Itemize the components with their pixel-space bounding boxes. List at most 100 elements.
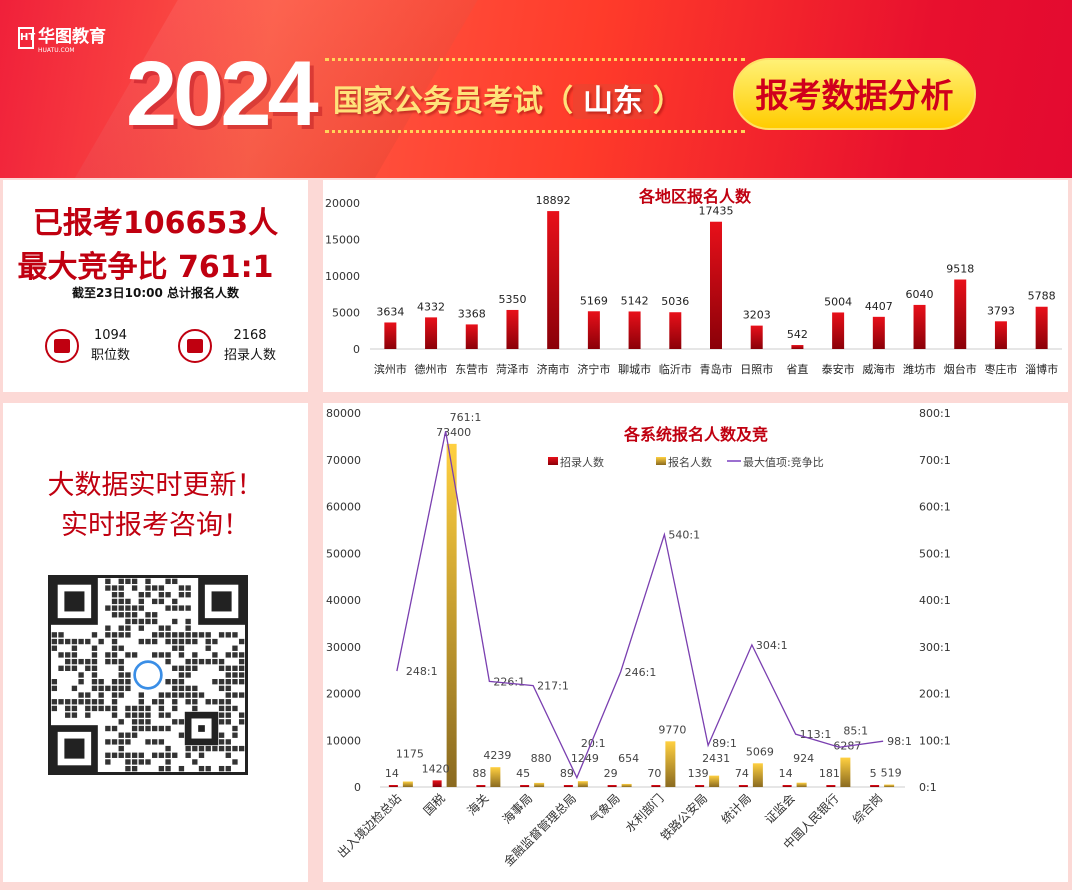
qr-module xyxy=(138,638,144,645)
qr-module xyxy=(65,712,71,718)
x-tick-label: 淄博市 xyxy=(1025,362,1058,376)
data-label-recruit: 14 xyxy=(385,767,399,780)
y-tick-label: 50000 xyxy=(326,547,361,560)
qr-module xyxy=(105,652,111,658)
y-tick-label: 80000 xyxy=(326,407,361,420)
qr-module xyxy=(152,612,158,618)
qr-module xyxy=(51,638,58,645)
y-tick-label: 10000 xyxy=(326,734,361,747)
qr-module xyxy=(178,592,185,598)
qr-module xyxy=(178,652,185,658)
qr-module xyxy=(212,652,218,658)
qr-module xyxy=(152,752,158,758)
qr-module xyxy=(111,685,118,692)
data-label-ratio: 246:1 xyxy=(625,666,657,679)
data-label: 5142 xyxy=(621,294,649,307)
summary-panel: 已报考106653人 最大竞争比 761:1 截至23日10:00 总计报名人数… xyxy=(3,180,308,392)
qr-module xyxy=(71,685,78,692)
qr-align xyxy=(198,725,205,732)
qr-module xyxy=(138,712,144,718)
qr-module xyxy=(78,638,84,645)
bar xyxy=(465,324,478,349)
y2-tick-label: 300:1 xyxy=(919,641,951,654)
qr-module xyxy=(98,685,104,692)
qr-module xyxy=(118,739,124,745)
bar-apply xyxy=(884,784,895,787)
qr-module xyxy=(158,632,165,638)
qr-module xyxy=(178,665,185,671)
qr-module xyxy=(98,638,104,645)
bar xyxy=(913,304,926,349)
qr-module xyxy=(111,739,118,745)
qr-module xyxy=(98,679,104,685)
qr-code[interactable] xyxy=(48,575,248,775)
qr-module xyxy=(172,578,178,585)
qr-module xyxy=(178,632,185,638)
bar-apply xyxy=(402,781,413,787)
qr-module xyxy=(145,638,151,645)
qr-module xyxy=(118,679,124,685)
qr-module xyxy=(218,632,225,638)
x-tick-label: 国税 xyxy=(421,791,448,818)
qr-module xyxy=(165,652,171,658)
qr-module xyxy=(138,759,144,765)
x-tick-label: 泰安市 xyxy=(822,362,855,376)
data-label-recruit: 29 xyxy=(604,767,618,780)
data-label-apply: 880 xyxy=(531,752,552,765)
qr-module xyxy=(185,605,191,611)
qr-module xyxy=(165,765,171,772)
data-label-apply: 1175 xyxy=(396,747,424,760)
qr-module xyxy=(71,699,78,705)
qr-module xyxy=(165,725,171,732)
qr-module xyxy=(238,745,245,752)
qr-module xyxy=(131,618,138,625)
qr-module xyxy=(205,745,211,752)
recruit-label: 招录人数 xyxy=(224,348,277,363)
qr-module xyxy=(51,679,58,685)
qr-module xyxy=(232,679,238,685)
data-label: 5036 xyxy=(661,295,689,308)
qr-module xyxy=(198,692,205,698)
bar-apply xyxy=(752,763,763,787)
qr-module xyxy=(125,598,131,605)
qr-module xyxy=(118,632,124,638)
qr-module xyxy=(65,658,71,665)
data-label-recruit: 74 xyxy=(735,767,749,780)
data-label: 3793 xyxy=(987,304,1015,317)
qr-module xyxy=(118,625,124,631)
data-label-recruit: 1420 xyxy=(422,762,450,775)
qr-module xyxy=(225,705,231,712)
bar xyxy=(791,345,804,349)
data-label-recruit: 139 xyxy=(688,767,709,780)
y-tick-label: 5000 xyxy=(332,307,360,320)
banner-header: HT 华图教育 HUATU.COM 2024 国家公务员考试（ 山东） 报考数据分析 xyxy=(0,0,1072,178)
y-tick-label: 15000 xyxy=(325,234,360,247)
legend-label: 报名人数 xyxy=(668,455,712,469)
qr-module xyxy=(178,645,185,651)
qr-module xyxy=(111,658,118,665)
qr-module xyxy=(58,652,64,658)
y2-tick-label: 500:1 xyxy=(919,547,951,560)
qr-module xyxy=(232,759,238,765)
qr-module xyxy=(105,739,111,745)
x-tick-label: 综合岗 xyxy=(849,791,885,827)
bar xyxy=(994,321,1007,349)
qr-module xyxy=(125,739,131,745)
qr-module xyxy=(185,638,191,645)
bar-apply xyxy=(534,782,545,787)
data-label-ratio: 217:1 xyxy=(537,680,569,693)
qr-module xyxy=(125,705,131,712)
qr-module xyxy=(185,658,191,665)
qr-module xyxy=(185,692,191,698)
qr-module xyxy=(105,578,111,585)
data-label-ratio: 226:1 xyxy=(493,675,525,688)
qr-module xyxy=(165,625,171,631)
province: 山东 xyxy=(573,84,653,119)
qr-module xyxy=(192,632,198,638)
qr-module xyxy=(111,705,118,712)
qr-module xyxy=(65,638,71,645)
qr-module xyxy=(125,612,131,618)
qr-module xyxy=(118,752,124,758)
qr-module xyxy=(58,665,64,671)
qr-module xyxy=(232,725,238,732)
